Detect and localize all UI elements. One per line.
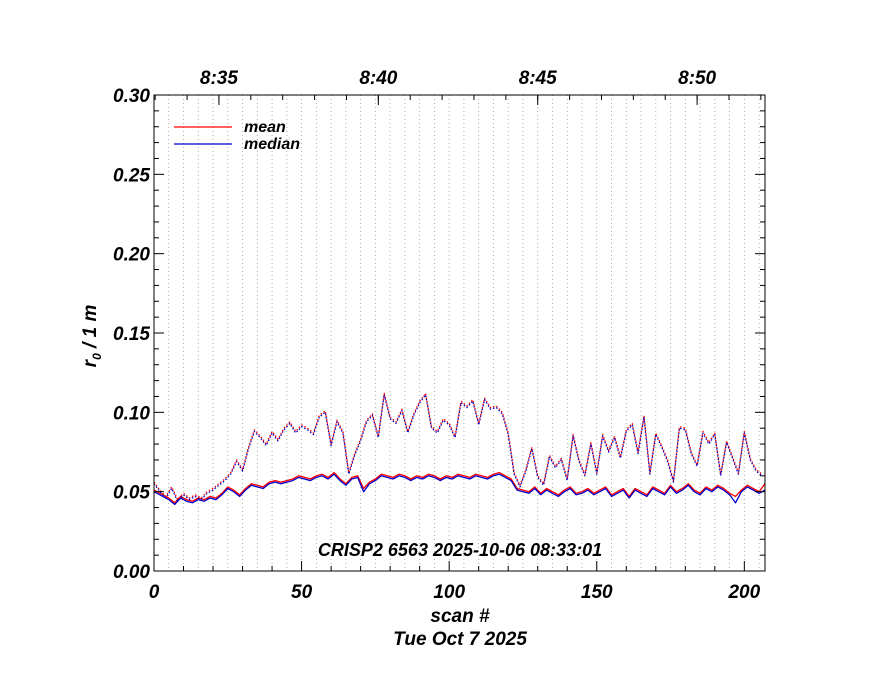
top-tick-label: 8:40 (359, 68, 397, 89)
legend: mean median (174, 119, 300, 153)
y-tick-label: 0.00 (113, 562, 150, 583)
x-axis-label: scan # (430, 606, 490, 627)
y-tick-label: 0.05 (113, 483, 150, 504)
x-tick-label: 50 (291, 582, 313, 603)
series-line-3 (153, 394, 763, 502)
axes: 0.00 0.05 0.10 0.15 0.20 0.25 0.30 0 50 100 150 200… (113, 68, 766, 603)
top-tick-label: 8:50 (678, 68, 716, 89)
series-lines (153, 392, 766, 506)
y-axis-label: r0 / 1 m (80, 305, 104, 368)
x-axis-date-label: Tue Oct 7 2025 (393, 629, 527, 650)
x-tick-label: 150 (581, 582, 613, 603)
chart-annotation: CRISP2 6563 2025-10-06 08:33:01 (318, 540, 602, 560)
top-tick-label: 8:35 (200, 68, 238, 89)
y-tick-label: 0.20 (113, 245, 150, 266)
y-axis-label-rest: / 1 m (80, 305, 101, 354)
x-tick-label: 200 (727, 582, 760, 603)
top-tick-label: 8:45 (519, 68, 557, 89)
y-axis-label-main: r (80, 358, 101, 367)
legend-median-label: median (244, 136, 300, 153)
legend-mean-label: mean (244, 119, 286, 136)
x-tick-label: 0 (149, 582, 160, 603)
x-tick-label: 100 (433, 582, 465, 603)
series-line-1 (153, 473, 766, 506)
series-line-0 (153, 471, 766, 504)
series-line-2 (153, 392, 763, 501)
y-axis-label-subscript: 0 (90, 353, 104, 360)
y-tick-label: 0.10 (113, 403, 150, 424)
y-tick-label: 0.25 (113, 165, 150, 186)
y-tick-label: 0.15 (113, 324, 150, 345)
y-tick-label: 0.30 (113, 86, 150, 107)
